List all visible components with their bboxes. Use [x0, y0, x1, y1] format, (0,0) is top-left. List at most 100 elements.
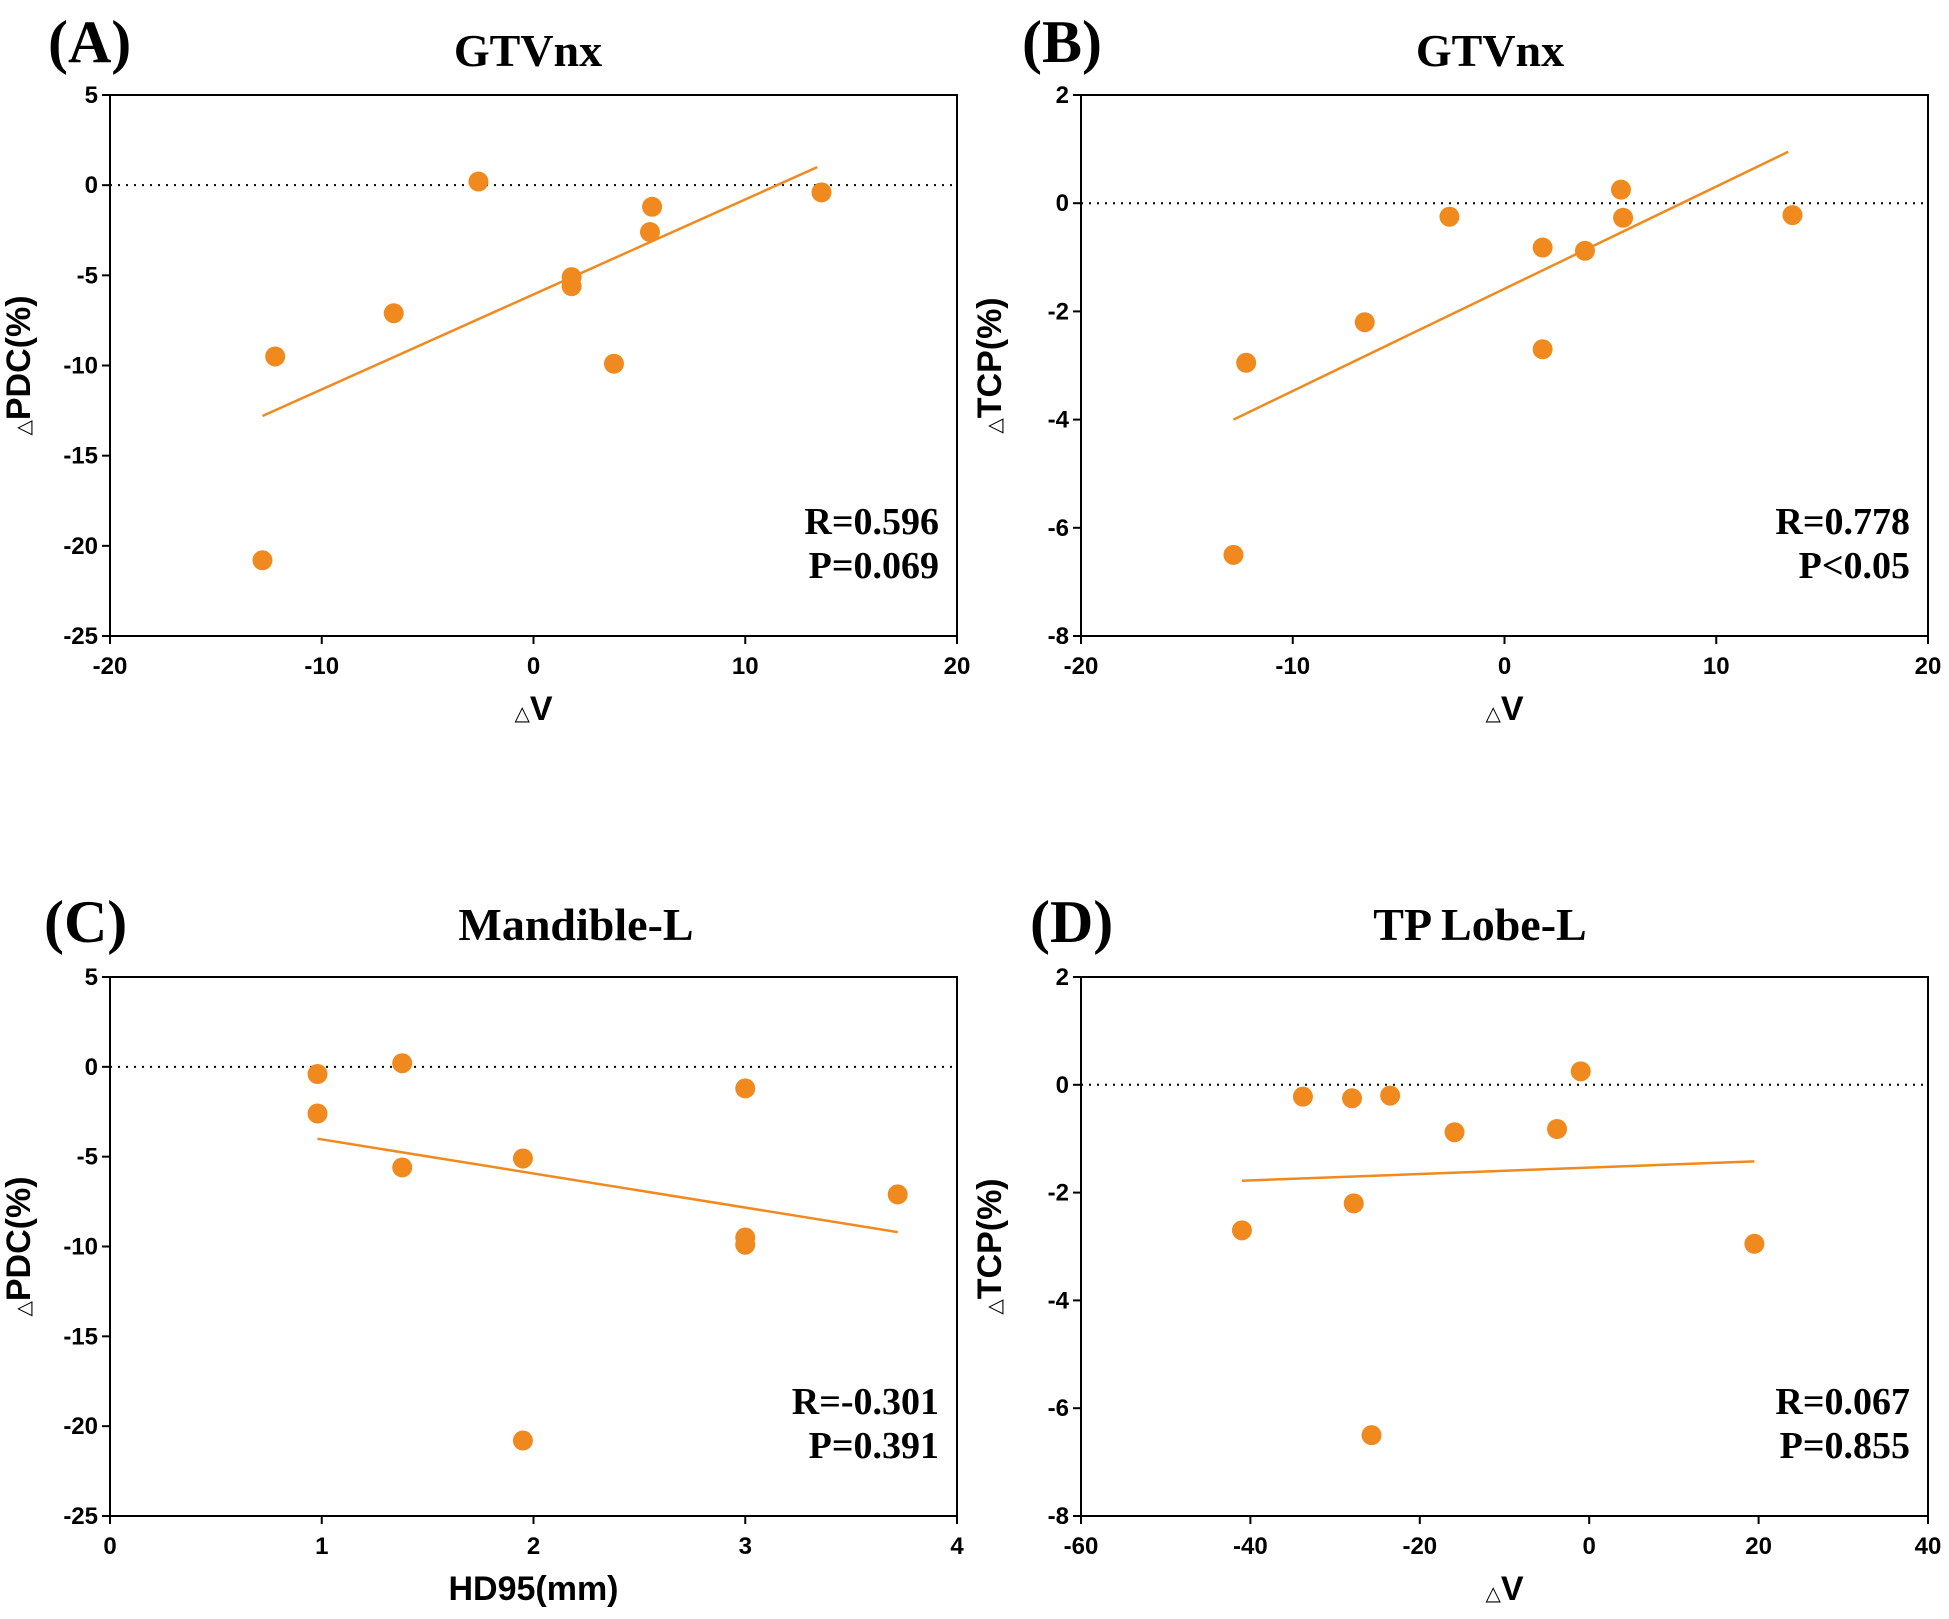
- data-point: [1292, 1086, 1313, 1107]
- y-axis-label: △TCP(%): [971, 1178, 1009, 1314]
- p-value: P=0.069: [809, 545, 939, 587]
- x-tick-label: 10: [732, 653, 759, 680]
- x-axis-label-text: V: [530, 690, 553, 728]
- data-point: [811, 182, 832, 203]
- data-point: [1444, 1122, 1465, 1143]
- delta-symbol: △: [514, 703, 530, 725]
- delta-symbol: △: [1485, 703, 1501, 725]
- delta-symbol: △: [13, 420, 35, 436]
- data-point: [639, 222, 660, 243]
- chart-title: GTVnx: [454, 25, 602, 76]
- y-tick-label: -4: [1048, 1287, 1070, 1314]
- y-tick-label: -10: [63, 353, 98, 380]
- y-tick-label: -20: [63, 1413, 98, 1440]
- y-tick-label: 5: [85, 964, 98, 991]
- x-tick-label: -60: [1064, 1533, 1099, 1560]
- y-axis-label: △TCP(%): [971, 297, 1009, 433]
- data-point: [1343, 1193, 1364, 1214]
- data-point: [252, 550, 273, 571]
- p-value: P<0.05: [1799, 545, 1910, 587]
- data-point: [735, 1234, 756, 1255]
- x-tick-label: 0: [527, 653, 540, 680]
- y-tick-label: -2: [1048, 298, 1069, 325]
- panel-label: (A): [48, 9, 131, 75]
- panel-d: (D) TP Lobe-L-60 -40 -20 0 20 40-8-6-4-202△V△T…: [971, 889, 1941, 1608]
- y-axis-label-text: TCP(%): [971, 1178, 1009, 1299]
- x-tick-label: 0: [1498, 653, 1511, 680]
- y-tick-label: -5: [77, 262, 98, 289]
- r-value: R=-0.301: [792, 1381, 939, 1423]
- y-tick-label: 2: [1056, 82, 1069, 109]
- y-axis-label-text: PDC(%): [0, 295, 38, 420]
- data-point: [1361, 1425, 1382, 1446]
- y-axis-label-text: TCP(%): [971, 297, 1009, 418]
- data-point: [307, 1103, 328, 1124]
- y-tick-label: -20: [63, 533, 98, 560]
- y-tick-label: -25: [63, 623, 98, 650]
- x-axis-label-text: HD95(mm): [448, 1570, 618, 1608]
- data-point: [561, 276, 582, 297]
- x-tick-label: -20: [93, 653, 128, 680]
- data-point: [1532, 237, 1553, 258]
- y-tick-label: 0: [85, 172, 98, 199]
- y-tick-label: 5: [85, 82, 98, 109]
- y-tick-label: -8: [1048, 1503, 1069, 1530]
- panel-a: (A) GTVnx-20 -10 0 10 20-25-20-15-10-505△V△PD…: [0, 9, 970, 728]
- x-tick-label: 2: [527, 1533, 540, 1560]
- x-axis-label: △V: [514, 690, 552, 728]
- x-tick-label: 0: [1583, 1533, 1596, 1560]
- data-point: [1782, 205, 1803, 226]
- y-tick-label: 0: [1056, 1072, 1069, 1099]
- x-axis-label: △V: [1485, 690, 1523, 728]
- panel-b: (B) GTVnx-20 -10 0 10 20-8-6-4-202△V△TCP(%)R=…: [971, 9, 1941, 728]
- chart-title: TP Lobe-L: [1373, 899, 1586, 950]
- y-tick-label: -6: [1048, 515, 1069, 542]
- data-point: [1547, 1118, 1568, 1139]
- data-point: [392, 1157, 413, 1178]
- delta-symbol: △: [1485, 1583, 1501, 1605]
- data-point: [1342, 1088, 1363, 1109]
- data-point: [512, 1430, 533, 1451]
- x-tick-label: 40: [1915, 1533, 1942, 1560]
- x-tick-label: 4: [950, 1533, 964, 1560]
- x-tick-label: -20: [1402, 1533, 1437, 1560]
- x-tick-label: 1: [315, 1533, 328, 1560]
- data-point: [735, 1078, 756, 1099]
- x-tick-label: 20: [1915, 653, 1942, 680]
- x-tick-label: -10: [1275, 653, 1310, 680]
- y-tick-label: -8: [1048, 623, 1069, 650]
- data-point: [1380, 1085, 1401, 1106]
- data-point: [603, 353, 624, 374]
- delta-symbol: △: [984, 1299, 1006, 1315]
- data-point: [1744, 1233, 1765, 1254]
- r-value: R=0.596: [804, 501, 939, 543]
- y-tick-label: 2: [1056, 964, 1069, 991]
- y-tick-label: -2: [1048, 1180, 1069, 1207]
- p-value: P=0.391: [809, 1425, 939, 1467]
- data-point: [468, 171, 489, 192]
- data-point: [642, 196, 663, 217]
- r-value: R=0.778: [1775, 501, 1910, 543]
- y-tick-label: -15: [63, 443, 98, 470]
- panel-c: (C) Mandible-L 0 1 2 3 4 -25 -20 -15 -10 -5 0 5 HD95(m…: [0, 889, 964, 1608]
- data-point: [1532, 339, 1553, 360]
- regression-line: [1232, 150, 1789, 421]
- plot-frame: [1080, 976, 1929, 1517]
- data-point: [512, 1148, 533, 1169]
- panel-label: (D): [1030, 889, 1113, 955]
- y-tick-label: -10: [63, 1234, 98, 1261]
- y-tick-label: -25: [63, 1503, 98, 1530]
- data-point: [392, 1053, 413, 1074]
- chart-title: Mandible-L: [458, 899, 693, 950]
- data-point: [1613, 207, 1634, 228]
- x-tick-label: 10: [1703, 653, 1730, 680]
- y-tick-label: 0: [1056, 190, 1069, 217]
- y-tick-label: -5: [77, 1144, 98, 1171]
- x-tick-label: 20: [1745, 1533, 1772, 1560]
- x-tick-label: -20: [1064, 653, 1099, 680]
- data-point: [1439, 206, 1460, 227]
- data-point: [1610, 179, 1631, 200]
- y-axis-label: △PDC(%): [0, 295, 38, 435]
- regression-line: [317, 1137, 898, 1234]
